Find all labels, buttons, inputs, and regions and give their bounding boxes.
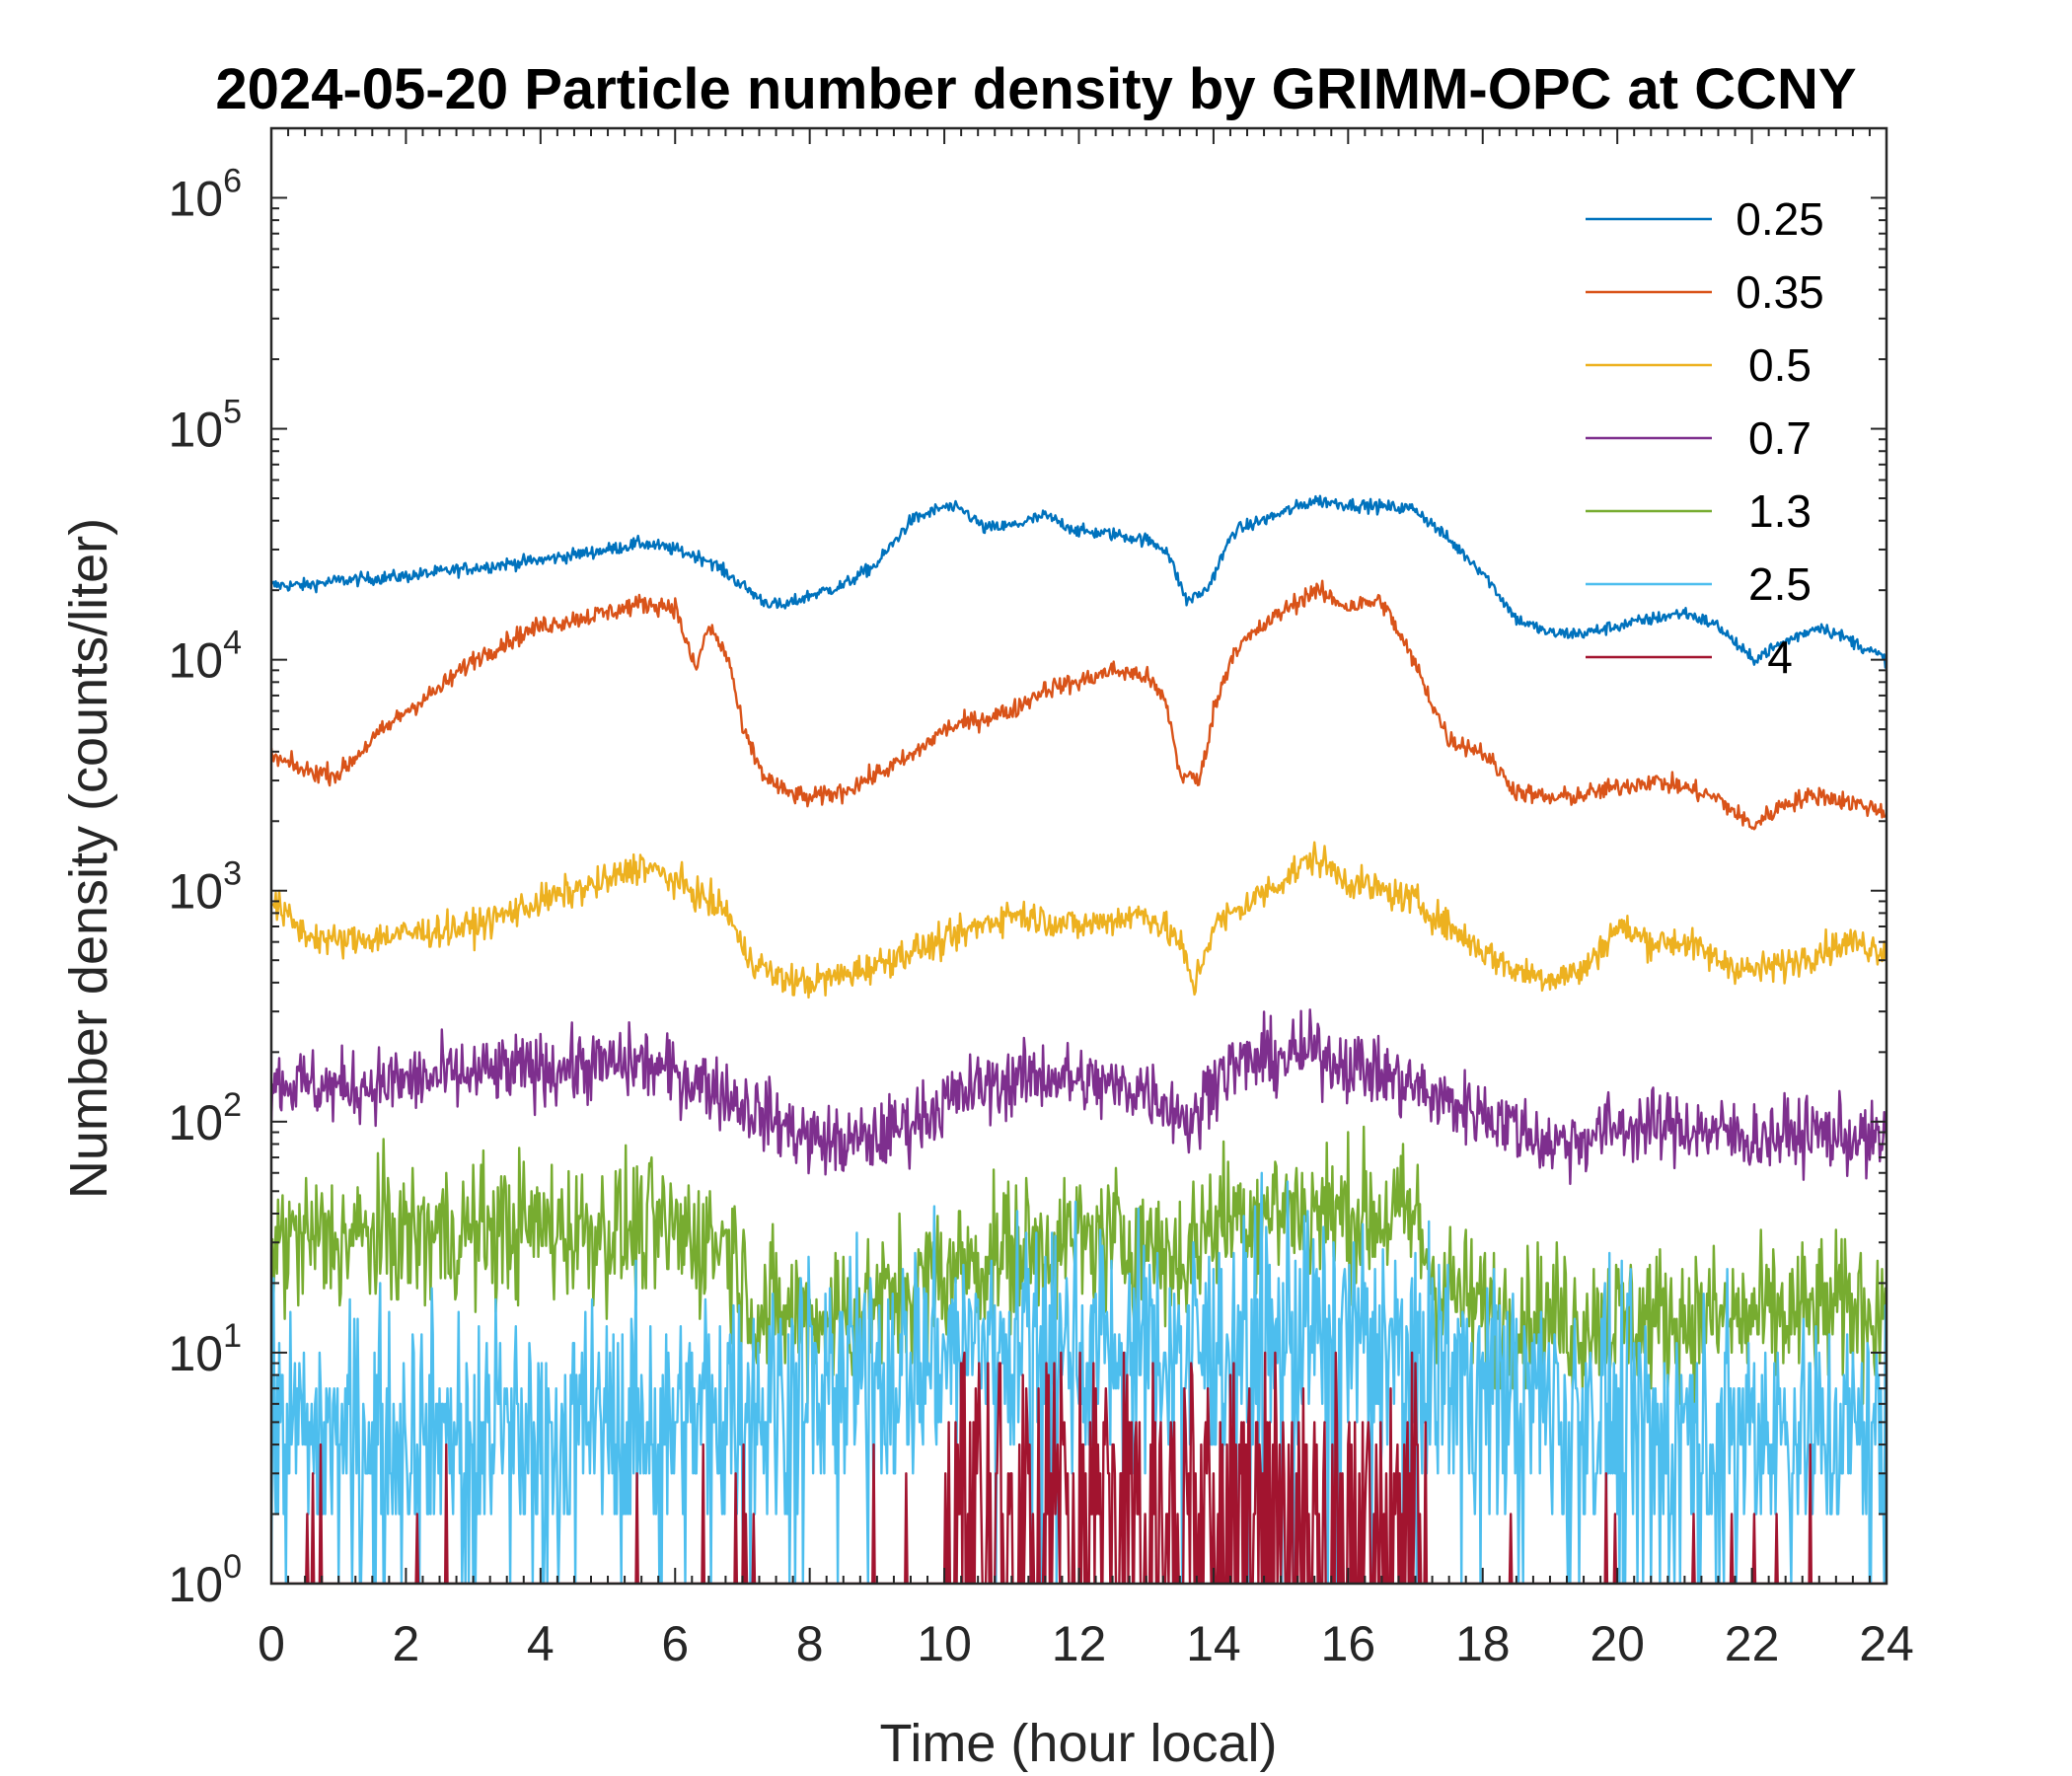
- x-tick-label: 4: [527, 1616, 555, 1671]
- y-tick-label: 103: [168, 855, 242, 920]
- y-tick-label: 102: [168, 1086, 242, 1150]
- x-tick-label: 2: [393, 1616, 420, 1671]
- series-line-0_7: [271, 1008, 1887, 1186]
- x-tick-label: 24: [1859, 1616, 1914, 1671]
- legend-label-0_7: 0.7: [1748, 412, 1812, 464]
- axes: 0 2 4 6 8 10 12 14 16 18 20 22 241001011021031041051…: [168, 126, 1914, 1671]
- x-tick-label: 14: [1186, 1616, 1241, 1671]
- legend-label-0_25: 0.25: [1736, 193, 1824, 245]
- legend-label-0_35: 0.35: [1736, 266, 1824, 318]
- plot-area: [271, 494, 1887, 1584]
- y-tick-label: 100: [168, 1548, 242, 1612]
- legend-label-0_5: 0.5: [1748, 339, 1812, 391]
- x-tick-label: 0: [258, 1616, 285, 1671]
- series-line-0_5: [271, 841, 1887, 999]
- legend-label-2_5: 2.5: [1748, 558, 1812, 610]
- legend-label-1_3: 1.3: [1748, 485, 1812, 537]
- x-tick-label: 6: [661, 1616, 689, 1671]
- series-line-0_25: [271, 494, 1887, 669]
- x-tick-label: 18: [1455, 1616, 1511, 1671]
- y-tick-label: 101: [168, 1317, 242, 1381]
- y-tick-label: 105: [168, 394, 242, 458]
- y-axis-label: Number density (counts/liter): [59, 518, 118, 1199]
- series-line-1_3: [271, 1125, 1887, 1405]
- x-tick-label: 20: [1590, 1616, 1645, 1671]
- series-line-0_35: [271, 579, 1887, 831]
- y-tick-label: 104: [168, 625, 242, 689]
- legend: 0.25 0.35 0.5 0.7 1.3 2.5 4: [1586, 193, 1824, 683]
- x-tick-label: 12: [1052, 1616, 1107, 1671]
- legend-label-4: 4: [1767, 631, 1793, 683]
- x-tick-label: 8: [796, 1616, 824, 1671]
- chart-title: 2024-05-20 Particle number density by GR…: [215, 57, 1856, 121]
- x-axis-label: Time (hour local): [879, 1714, 1277, 1773]
- x-tick-label: 22: [1725, 1616, 1780, 1671]
- x-tick-label: 16: [1321, 1616, 1376, 1671]
- x-tick-label: 10: [917, 1616, 972, 1671]
- y-tick-label: 106: [168, 162, 242, 226]
